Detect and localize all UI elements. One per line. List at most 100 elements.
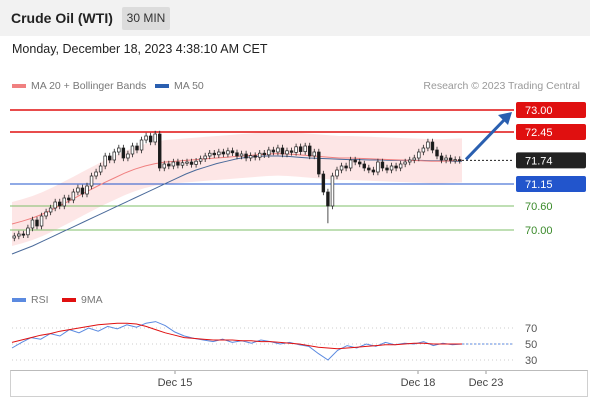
candle-body <box>367 167 371 171</box>
candle-body <box>417 151 421 159</box>
candle-body <box>62 197 66 207</box>
candle-body <box>226 150 230 155</box>
candle-body <box>430 141 435 151</box>
candle-body <box>448 157 453 161</box>
candle-body <box>121 147 126 159</box>
forecast-arrow-line <box>464 116 508 161</box>
candle-body <box>408 159 412 163</box>
candle-body <box>380 161 385 169</box>
candle-body <box>394 165 398 169</box>
legend-ma20-label: MA 20 + Bollinger Bands <box>31 80 147 92</box>
candle-body <box>317 151 321 175</box>
candle-body <box>180 162 185 166</box>
candle-body <box>412 157 416 161</box>
candle-body <box>353 159 357 163</box>
candle-body <box>53 201 57 209</box>
candle-body <box>221 151 226 155</box>
candle-body <box>135 145 139 151</box>
candle-body <box>194 160 198 165</box>
candle-body <box>112 151 116 161</box>
candle-body <box>426 141 430 149</box>
candle-body <box>103 155 107 167</box>
candle-body <box>12 235 16 239</box>
ma20-swatch-icon <box>12 84 26 89</box>
timeframe-badge[interactable]: 30 MIN <box>122 7 170 30</box>
candle-body <box>389 165 394 171</box>
candle-body <box>108 155 112 161</box>
legend-ma20: MA 20 + Bollinger Bands <box>12 80 146 92</box>
candle-body <box>94 171 98 177</box>
candle-body <box>126 153 130 159</box>
candle-body <box>248 155 253 159</box>
candle-body <box>89 175 94 187</box>
level-badge-72-45 <box>516 124 586 140</box>
candle-body <box>153 133 157 143</box>
rsi-series-rsi <box>11 321 463 361</box>
candle-body <box>44 211 48 217</box>
candle-body <box>298 146 303 152</box>
candle-body <box>198 158 203 162</box>
candle-body <box>253 155 257 158</box>
candle-body <box>167 163 171 167</box>
rsi-swatch-icon <box>12 298 26 303</box>
candle-body <box>67 197 71 201</box>
time-axis-frame <box>10 370 588 397</box>
candle-body <box>339 165 344 171</box>
candle-body <box>144 135 148 141</box>
forecast-arrow-head <box>498 112 512 125</box>
candle-body <box>326 191 330 207</box>
legend-ma9: 9MA <box>62 294 103 306</box>
level-badge-73-00 <box>516 102 586 118</box>
x-tick-label: Dec 15 <box>158 377 193 389</box>
candle-body <box>148 135 153 143</box>
candle-body <box>348 159 353 169</box>
candle-body <box>239 153 244 157</box>
candle-body <box>344 165 348 169</box>
candle-body <box>85 185 89 195</box>
candle-body <box>358 161 362 165</box>
candle-body <box>117 147 121 153</box>
candle-body <box>30 219 35 229</box>
candle-body <box>139 139 144 151</box>
candle-body <box>130 145 135 155</box>
candle-body <box>217 151 221 156</box>
candle-body <box>335 169 339 177</box>
candle-body <box>98 165 103 173</box>
legend-ma50: MA 50 <box>155 80 204 92</box>
level-label-70-60: 70.60 <box>525 201 553 213</box>
legend-rsi-label: RSI <box>31 294 49 306</box>
credit-text: Research © 2023 Trading Central <box>423 80 580 92</box>
level-label-72-45: 72.45 <box>525 127 553 139</box>
instrument-title: Crude Oil (WTI) <box>11 10 113 26</box>
level-label-71-74: 71.74 <box>525 155 553 167</box>
candle-body <box>308 145 312 157</box>
candle-body <box>203 155 207 160</box>
level-label-73-00: 73.00 <box>525 105 553 117</box>
candle-body <box>294 146 298 153</box>
candle-body <box>58 201 62 207</box>
legend-ma50-label: MA 50 <box>174 80 204 92</box>
candle-body <box>403 161 407 165</box>
rsi-tick-label-30: 30 <box>525 355 537 367</box>
rsi-tick-label-70: 70 <box>525 323 537 335</box>
candle-body <box>76 187 80 193</box>
candle-body <box>385 167 389 171</box>
candle-body <box>230 150 235 154</box>
legend-ma9-label: 9MA <box>81 294 103 306</box>
rsi-tick-label-50: 50 <box>525 339 537 351</box>
candle-body <box>244 153 248 159</box>
candle-body <box>262 152 266 156</box>
candle-body <box>26 227 30 236</box>
candle-body <box>235 152 239 157</box>
candle-body <box>17 233 21 237</box>
level-label-70-00: 70.00 <box>525 225 553 237</box>
candle-body <box>435 149 439 157</box>
candle-body <box>48 207 53 213</box>
candle-body <box>208 152 212 157</box>
candle-body <box>312 151 316 157</box>
candle-body <box>280 147 285 155</box>
level-badge-71-74 <box>516 152 586 169</box>
candle-body <box>439 155 444 161</box>
candle-body <box>212 152 216 156</box>
